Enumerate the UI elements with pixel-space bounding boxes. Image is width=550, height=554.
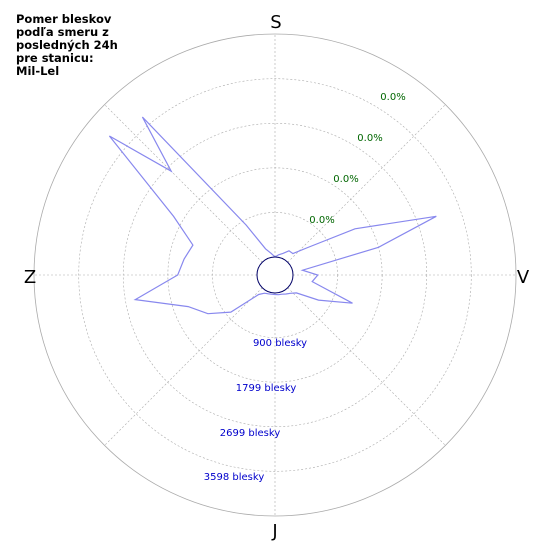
percent-label-1: 0.0% (309, 215, 334, 226)
count-label-2: 1799 blesky (236, 383, 297, 394)
grid-spoke-225 (104, 287, 263, 446)
polar-grid (33, 33, 517, 517)
title-line-4: pre stanicu: (16, 51, 94, 65)
direction-label-bottom: J (271, 521, 277, 542)
grid-spoke-315 (104, 104, 263, 263)
title-line-2: podľa smeru z (16, 25, 109, 39)
count-label-4: 3598 blesky (204, 472, 265, 483)
chart-title: Pomer bleskov podľa smeru z posledných 2… (16, 13, 146, 78)
count-label-3: 2699 blesky (220, 428, 281, 439)
title-line-3: posledných 24h (16, 38, 118, 52)
percent-label-3: 0.0% (357, 133, 382, 144)
series-line-1 (108, 116, 437, 315)
series-layer (108, 116, 437, 315)
direction-label-right: V (517, 267, 530, 288)
grid-spoke-135 (287, 287, 446, 446)
grid-spoke-45 (287, 104, 446, 263)
percent-label-4: 0.0% (380, 92, 405, 103)
label-layer: S V J Z 900 blesky 1799 blesky 2699 bles… (24, 12, 530, 542)
grid-ring-4 (78, 78, 472, 472)
center-circle (256, 256, 294, 294)
title-line-1: Pomer bleskov (16, 12, 112, 26)
grid-ring-5 (33, 33, 517, 517)
direction-label-top: S (270, 12, 281, 33)
title-line-5: Mil-Lel (16, 64, 60, 78)
count-label-1: 900 blesky (253, 338, 307, 349)
percent-label-2: 0.0% (333, 174, 358, 185)
direction-label-left: Z (24, 267, 36, 288)
